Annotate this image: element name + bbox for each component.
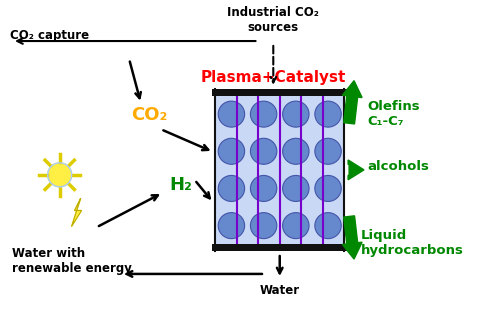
Text: Olefins
C₁-C₇: Olefins C₁-C₇ — [367, 100, 420, 128]
FancyArrow shape — [342, 216, 362, 259]
Ellipse shape — [250, 175, 277, 202]
Ellipse shape — [315, 175, 342, 202]
Text: Plasma+Catalyst: Plasma+Catalyst — [200, 70, 346, 85]
Polygon shape — [72, 199, 82, 226]
Ellipse shape — [282, 101, 309, 127]
FancyArrow shape — [348, 160, 364, 180]
Bar — [216, 95, 344, 244]
Ellipse shape — [218, 138, 244, 164]
Text: CO₂: CO₂ — [130, 106, 167, 124]
Ellipse shape — [282, 213, 309, 239]
Bar — [212, 244, 347, 251]
FancyArrow shape — [342, 81, 362, 124]
Bar — [212, 89, 347, 95]
Text: alcohols: alcohols — [367, 160, 429, 174]
Ellipse shape — [315, 138, 342, 164]
Circle shape — [48, 163, 72, 187]
Ellipse shape — [250, 213, 277, 239]
Text: Industrial CO₂
sources: Industrial CO₂ sources — [228, 6, 319, 34]
Ellipse shape — [282, 175, 309, 202]
Ellipse shape — [250, 138, 277, 164]
Text: H₂: H₂ — [169, 176, 192, 194]
Ellipse shape — [218, 175, 244, 202]
Text: Water with
renewable energy: Water with renewable energy — [12, 247, 132, 275]
Text: CO₂ capture: CO₂ capture — [10, 29, 90, 42]
Text: Liquid
hydrocarbons: Liquid hydrocarbons — [361, 229, 464, 257]
Ellipse shape — [250, 101, 277, 127]
Ellipse shape — [218, 213, 244, 239]
Ellipse shape — [282, 138, 309, 164]
Ellipse shape — [218, 101, 244, 127]
Ellipse shape — [315, 213, 342, 239]
Ellipse shape — [315, 101, 342, 127]
Text: Water: Water — [260, 284, 300, 297]
